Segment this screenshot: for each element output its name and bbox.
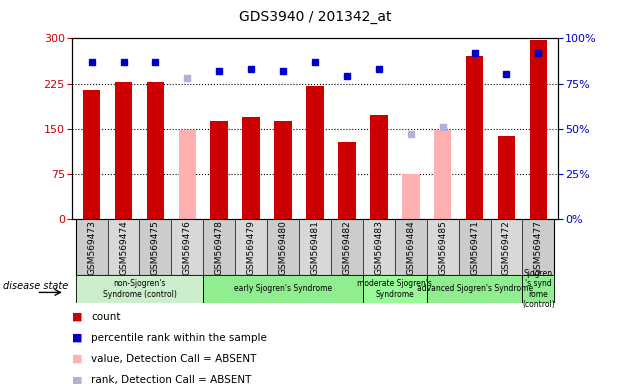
Text: ■: ■: [72, 354, 83, 364]
Text: GSM569474: GSM569474: [119, 220, 128, 275]
Bar: [306, 86, 324, 219]
Bar: [522, 275, 554, 303]
Bar: [491, 219, 522, 275]
Bar: [363, 219, 395, 275]
Bar: [522, 275, 554, 303]
Text: GDS3940 / 201342_at: GDS3940 / 201342_at: [239, 10, 391, 23]
Text: Sjogren
's synd
rome
(control): Sjogren 's synd rome (control): [522, 269, 555, 309]
Bar: [203, 219, 235, 275]
Bar: [147, 82, 164, 219]
Text: value, Detection Call = ABSENT: value, Detection Call = ABSENT: [91, 354, 257, 364]
Text: GSM569471: GSM569471: [470, 220, 479, 275]
Text: GSM569477: GSM569477: [534, 220, 543, 275]
Bar: [203, 275, 363, 303]
Bar: [338, 142, 356, 219]
Text: GSM569473: GSM569473: [87, 220, 96, 275]
Bar: [299, 219, 331, 275]
Text: GSM569476: GSM569476: [183, 220, 192, 275]
Bar: [203, 275, 363, 303]
Bar: [331, 219, 363, 275]
Bar: [530, 40, 547, 219]
Text: GSM569480: GSM569480: [278, 220, 287, 275]
Bar: [108, 219, 139, 275]
Bar: [498, 136, 515, 219]
Text: percentile rank within the sample: percentile rank within the sample: [91, 333, 267, 343]
Bar: [267, 219, 299, 275]
Bar: [363, 275, 427, 303]
Text: rank, Detection Call = ABSENT: rank, Detection Call = ABSENT: [91, 375, 252, 384]
Bar: [427, 275, 522, 303]
Text: ■: ■: [72, 312, 83, 322]
Bar: [427, 275, 522, 303]
Bar: [459, 219, 491, 275]
Bar: [395, 219, 427, 275]
Bar: [178, 131, 196, 219]
Bar: [243, 117, 260, 219]
Bar: [76, 275, 203, 303]
Text: ■: ■: [72, 333, 83, 343]
Bar: [427, 219, 459, 275]
Bar: [363, 219, 395, 275]
Text: GSM569483: GSM569483: [374, 220, 383, 275]
Bar: [76, 275, 203, 303]
Text: GSM569482: GSM569482: [343, 220, 352, 275]
Bar: [210, 121, 228, 219]
Text: GSM569478: GSM569478: [215, 220, 224, 275]
Text: GSM569472: GSM569472: [502, 220, 511, 275]
Text: disease state: disease state: [3, 280, 69, 291]
Bar: [274, 121, 292, 219]
Bar: [427, 219, 459, 275]
Bar: [299, 219, 331, 275]
Bar: [434, 131, 452, 219]
Text: GSM569475: GSM569475: [151, 220, 160, 275]
Text: GSM569484: GSM569484: [406, 220, 415, 275]
Bar: [363, 275, 427, 303]
Text: GSM569485: GSM569485: [438, 220, 447, 275]
Bar: [370, 116, 387, 219]
Text: ■: ■: [72, 375, 83, 384]
Text: count: count: [91, 312, 121, 322]
Text: non-Sjogren's
Syndrome (control): non-Sjogren's Syndrome (control): [103, 279, 176, 299]
Bar: [108, 219, 139, 275]
Bar: [171, 219, 203, 275]
Bar: [83, 89, 100, 219]
Bar: [171, 219, 203, 275]
Bar: [402, 174, 420, 219]
Bar: [522, 219, 554, 275]
Text: GSM569479: GSM569479: [247, 220, 256, 275]
Bar: [115, 82, 132, 219]
Bar: [235, 219, 267, 275]
Text: early Sjogren's Syndrome: early Sjogren's Syndrome: [234, 285, 332, 293]
Text: GSM569481: GSM569481: [311, 220, 319, 275]
Bar: [466, 56, 483, 219]
Text: advanced Sjogren's Syndrome: advanced Sjogren's Syndrome: [416, 285, 532, 293]
Bar: [139, 219, 171, 275]
Bar: [235, 219, 267, 275]
Bar: [491, 219, 522, 275]
Bar: [76, 219, 108, 275]
Text: moderate Sjogren's
Syndrome: moderate Sjogren's Syndrome: [357, 279, 432, 299]
